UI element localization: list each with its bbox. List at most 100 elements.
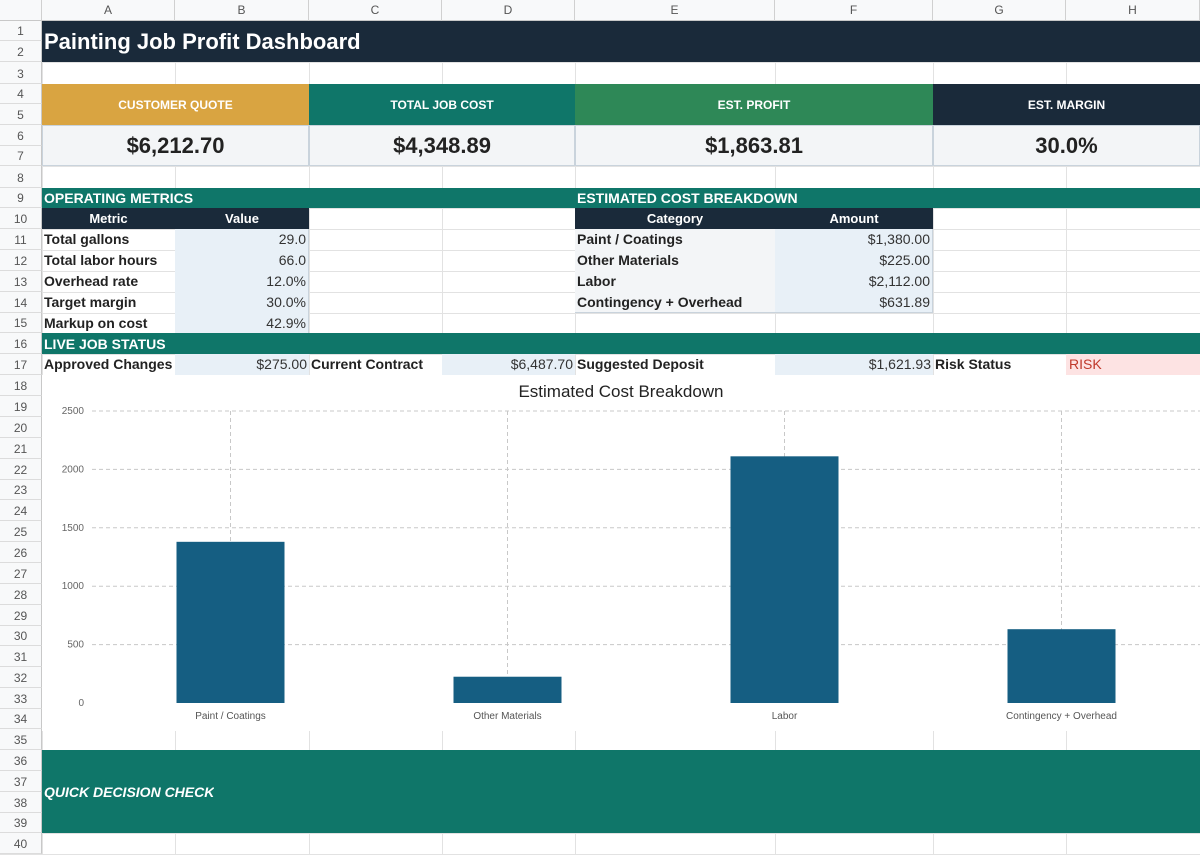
row-header-18[interactable]: 18 xyxy=(0,375,42,396)
bar-labor[interactable] xyxy=(730,456,839,703)
category-label[interactable]: Contingency + Overhead xyxy=(575,292,775,313)
current-contract-label[interactable]: Current Contract xyxy=(311,356,424,372)
column-header-h[interactable]: H xyxy=(1066,0,1200,21)
select-all-corner[interactable] xyxy=(0,0,42,21)
approved-changes-label[interactable]: Approved Changes xyxy=(44,356,173,372)
risk-status-label[interactable]: Risk Status xyxy=(935,356,1012,372)
kpi-value-profit[interactable]: $1,863.81 xyxy=(575,125,933,166)
row-header-33[interactable]: 33 xyxy=(0,688,42,709)
row-header-7[interactable]: 7 xyxy=(0,146,42,166)
live-job-status-title[interactable]: LIVE JOB STATUS xyxy=(44,336,166,352)
row-header-29[interactable]: 29 xyxy=(0,605,42,626)
row-header-21[interactable]: 21 xyxy=(0,438,42,459)
row-header-37[interactable]: 37 xyxy=(0,771,42,792)
row-header-26[interactable]: 26 xyxy=(0,542,42,563)
row-header-27[interactable]: 27 xyxy=(0,563,42,584)
row-header-3[interactable]: 3 xyxy=(0,62,42,84)
category-amount[interactable]: $225.00 xyxy=(775,250,933,271)
metric-value[interactable]: 30.0% xyxy=(175,292,309,313)
row-header-8[interactable]: 8 xyxy=(0,166,42,188)
row-header-30[interactable]: 30 xyxy=(0,626,42,646)
risk-status-badge[interactable]: RISK xyxy=(1066,354,1200,375)
category-column-header[interactable]: Category xyxy=(575,208,775,229)
row-header-28[interactable]: 28 xyxy=(0,584,42,605)
kpi-value-margin[interactable]: 30.0% xyxy=(933,125,1200,166)
row-header-1[interactable]: 1 xyxy=(0,21,42,41)
category-amount[interactable]: $2,112.00 xyxy=(775,271,933,292)
metric-value[interactable]: 42.9% xyxy=(175,313,309,333)
suggested-deposit-value[interactable]: $1,621.93 xyxy=(775,354,933,375)
row-header-12[interactable]: 12 xyxy=(0,250,42,271)
row-header-6[interactable]: 6 xyxy=(0,125,42,146)
row-header-32[interactable]: 32 xyxy=(0,667,42,688)
metric-value[interactable]: 66.0 xyxy=(175,250,309,271)
row-header-34[interactable]: 34 xyxy=(0,709,42,729)
approved-changes-value[interactable]: $275.00 xyxy=(175,354,309,375)
bar-contingency-overhead[interactable] xyxy=(1007,629,1116,703)
metric-label[interactable]: Target margin xyxy=(44,294,137,310)
column-header-d[interactable]: D xyxy=(442,0,575,21)
row-header-17[interactable]: 17 xyxy=(0,354,42,375)
row-header-2[interactable]: 2 xyxy=(0,41,42,62)
kpi-header-cost[interactable]: TOTAL JOB COST xyxy=(309,84,575,125)
bar-paint-coatings[interactable] xyxy=(176,541,285,703)
metric-value[interactable]: 12.0% xyxy=(175,271,309,292)
category-label[interactable]: Other Materials xyxy=(575,250,775,271)
metric-label[interactable]: Markup on cost xyxy=(44,315,148,331)
cost-breakdown-chart[interactable]: Estimated Cost Breakdown 0 500 1000 1500 200… xyxy=(42,375,1200,731)
row-header-16[interactable]: 16 xyxy=(0,333,42,354)
row-header-22[interactable]: 22 xyxy=(0,459,42,480)
current-contract-value[interactable]: $6,487.70 xyxy=(442,354,575,375)
row-header-10[interactable]: 10 xyxy=(0,208,42,229)
x-tick-label: Other Materials xyxy=(473,711,541,722)
metric-value[interactable]: 29.0 xyxy=(175,229,309,250)
cost-breakdown-title[interactable]: ESTIMATED COST BREAKDOWN xyxy=(577,190,798,206)
metric-label[interactable]: Overhead rate xyxy=(44,273,139,289)
row-header-14[interactable]: 14 xyxy=(0,292,42,313)
metric-label[interactable]: Total labor hours xyxy=(44,252,158,268)
column-header-c[interactable]: C xyxy=(309,0,442,21)
category-amount[interactable]: $631.89 xyxy=(775,292,933,313)
kpi-header-margin[interactable]: EST. MARGIN xyxy=(933,84,1200,125)
suggested-deposit-label[interactable]: Suggested Deposit xyxy=(577,356,704,372)
amount-column-header[interactable]: Amount xyxy=(775,208,933,229)
row-header-19[interactable]: 19 xyxy=(0,396,42,417)
row-header-5[interactable]: 5 xyxy=(0,104,42,125)
column-header-f[interactable]: F xyxy=(775,0,933,21)
live-status-bar xyxy=(42,333,1200,354)
y-tick-label: 0 xyxy=(78,698,84,709)
page-title[interactable]: Painting Job Profit Dashboard xyxy=(44,29,361,54)
row-header-36[interactable]: 36 xyxy=(0,750,42,771)
row-header-13[interactable]: 13 xyxy=(0,271,42,292)
row-header-20[interactable]: 20 xyxy=(0,417,42,438)
value-column-header[interactable]: Value xyxy=(175,208,309,229)
row-header-25[interactable]: 25 xyxy=(0,521,42,542)
row-header-4[interactable]: 4 xyxy=(0,84,42,104)
metric-column-header[interactable]: Metric xyxy=(42,208,175,229)
kpi-header-quote[interactable]: CUSTOMER QUOTE xyxy=(42,84,309,125)
row-header-9[interactable]: 9 xyxy=(0,188,42,208)
row-header-35[interactable]: 35 xyxy=(0,729,42,750)
category-label[interactable]: Labor xyxy=(575,271,775,292)
row-header-38[interactable]: 38 xyxy=(0,792,42,813)
row-header-11[interactable]: 11 xyxy=(0,229,42,250)
metric-label[interactable]: Total gallons xyxy=(44,231,130,247)
kpi-header-profit[interactable]: EST. PROFIT xyxy=(575,84,933,125)
column-header-e[interactable]: E xyxy=(575,0,775,21)
category-amount[interactable]: $1,380.00 xyxy=(775,229,933,250)
row-header-24[interactable]: 24 xyxy=(0,500,42,521)
kpi-value-quote[interactable]: $6,212.70 xyxy=(42,125,309,166)
kpi-value-cost[interactable]: $4,348.89 xyxy=(309,125,575,166)
row-header-39[interactable]: 39 xyxy=(0,813,42,833)
column-header-b[interactable]: B xyxy=(175,0,309,21)
bar-other-materials[interactable] xyxy=(453,676,562,703)
column-header-g[interactable]: G xyxy=(933,0,1066,21)
column-header-a[interactable]: A xyxy=(42,0,175,21)
row-header-40[interactable]: 40 xyxy=(0,833,42,854)
row-header-15[interactable]: 15 xyxy=(0,313,42,333)
quick-decision-label[interactable]: QUICK DECISION CHECK xyxy=(44,784,215,800)
row-header-23[interactable]: 23 xyxy=(0,480,42,500)
operating-metrics-title[interactable]: OPERATING METRICS xyxy=(44,190,194,206)
category-label[interactable]: Paint / Coatings xyxy=(575,229,775,250)
row-header-31[interactable]: 31 xyxy=(0,646,42,667)
